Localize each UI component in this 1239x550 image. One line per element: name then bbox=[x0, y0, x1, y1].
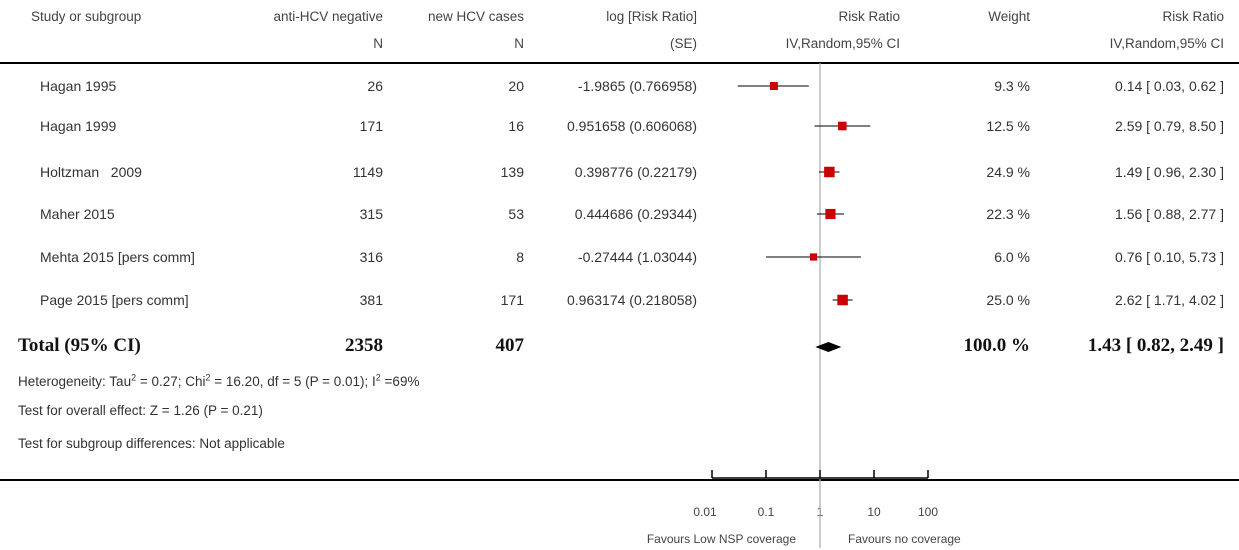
subgroup-note: Test for subgroup differences: Not appli… bbox=[18, 436, 285, 451]
favours-right-label: Favours no coverage bbox=[848, 532, 961, 546]
tick-label: 0.01 bbox=[693, 505, 717, 519]
n-cases: 20 bbox=[508, 78, 524, 94]
n-cases: 16 bbox=[508, 118, 524, 134]
ci-text: 0.76 [ 0.10, 5.73 ] bbox=[1115, 249, 1224, 265]
log-rr: 0.444686 (0.29344) bbox=[574, 206, 697, 222]
log-rr: -1.9865 (0.766958) bbox=[577, 78, 697, 94]
n-cases: 53 bbox=[508, 206, 524, 222]
total-weight: 100.0 % bbox=[963, 335, 1031, 356]
total-label: Total (95% CI) bbox=[18, 335, 141, 356]
study-name: Holtzman 2009 bbox=[40, 164, 142, 180]
ci-text: 2.59 [ 0.79, 8.50 ] bbox=[1115, 118, 1224, 134]
n-cases: 171 bbox=[500, 292, 524, 308]
favours-left-label: Favours Low NSP coverage bbox=[646, 532, 796, 546]
weight: 24.9 % bbox=[986, 164, 1030, 180]
log-rr: 0.398776 (0.22179) bbox=[574, 164, 697, 180]
header-rr-plot-sub: IV,Random,95% CI bbox=[785, 36, 900, 51]
ci-text: 0.14 [ 0.03, 0.62 ] bbox=[1115, 78, 1224, 94]
header-rr: Risk Ratio bbox=[1162, 9, 1224, 24]
study-point bbox=[825, 208, 836, 220]
tick-label: 100 bbox=[917, 505, 939, 519]
study-point bbox=[837, 294, 848, 306]
study-point bbox=[769, 82, 778, 90]
study-point bbox=[838, 121, 847, 131]
header-negative: anti-HCV negative bbox=[273, 9, 383, 24]
log-rr: -0.27444 (1.03044) bbox=[577, 249, 697, 265]
header-weight: Weight bbox=[988, 9, 1030, 24]
total-ci: 1.43 [ 0.82, 2.49 ] bbox=[1087, 335, 1224, 356]
total-n-negative: 2358 bbox=[345, 335, 383, 356]
log-rr: 0.951658 (0.606068) bbox=[567, 118, 697, 134]
log-rr: 0.963174 (0.218058) bbox=[567, 292, 697, 308]
header-logrr: log [Risk Ratio] bbox=[606, 9, 697, 24]
weight: 22.3 % bbox=[986, 206, 1030, 222]
header-negative-sub: N bbox=[373, 36, 383, 51]
tick-label: 0.1 bbox=[757, 505, 775, 519]
total-n-cases: 407 bbox=[495, 335, 525, 356]
n-negative: 26 bbox=[367, 78, 383, 94]
heterogeneity-note: Heterogeneity: Tau2 = 0.27; Chi2 = 16.20… bbox=[18, 372, 420, 389]
study-name: Page 2015 [pers comm] bbox=[40, 292, 189, 308]
header-study: Study or subgroup bbox=[31, 9, 142, 24]
ci-text: 1.56 [ 0.88, 2.77 ] bbox=[1115, 206, 1224, 222]
tick-label: 10 bbox=[867, 505, 881, 519]
weight: 12.5 % bbox=[986, 118, 1030, 134]
study-name: Hagan 1995 bbox=[40, 78, 117, 94]
n-cases: 8 bbox=[516, 249, 524, 265]
pooled-diamond bbox=[815, 342, 842, 352]
header-cases: new HCV cases bbox=[427, 9, 524, 24]
n-negative: 315 bbox=[359, 206, 383, 222]
study-name: Hagan 1999 bbox=[40, 118, 117, 134]
header-rr-plot: Risk Ratio bbox=[838, 9, 900, 24]
study-point bbox=[824, 166, 835, 178]
study-name: Mehta 2015 [pers comm] bbox=[40, 249, 195, 265]
header-rr-sub: IV,Random,95% CI bbox=[1109, 36, 1224, 51]
study-point bbox=[809, 253, 818, 261]
study-name: Maher 2015 bbox=[40, 206, 115, 222]
header-logrr-sub: (SE) bbox=[670, 36, 697, 51]
n-negative: 316 bbox=[359, 249, 383, 265]
weight: 25.0 % bbox=[986, 292, 1030, 308]
weight: 9.3 % bbox=[994, 78, 1030, 94]
overall-effect-note: Test for overall effect: Z = 1.26 (P = 0… bbox=[18, 403, 263, 418]
n-cases: 139 bbox=[500, 164, 524, 180]
weight: 6.0 % bbox=[994, 249, 1030, 265]
n-negative: 171 bbox=[359, 118, 383, 134]
ci-text: 1.49 [ 0.96, 2.30 ] bbox=[1115, 164, 1224, 180]
ci-text: 2.62 [ 1.71, 4.02 ] bbox=[1115, 292, 1224, 308]
header-cases-sub: N bbox=[514, 36, 524, 51]
n-negative: 1149 bbox=[352, 164, 383, 180]
n-negative: 381 bbox=[359, 292, 383, 308]
